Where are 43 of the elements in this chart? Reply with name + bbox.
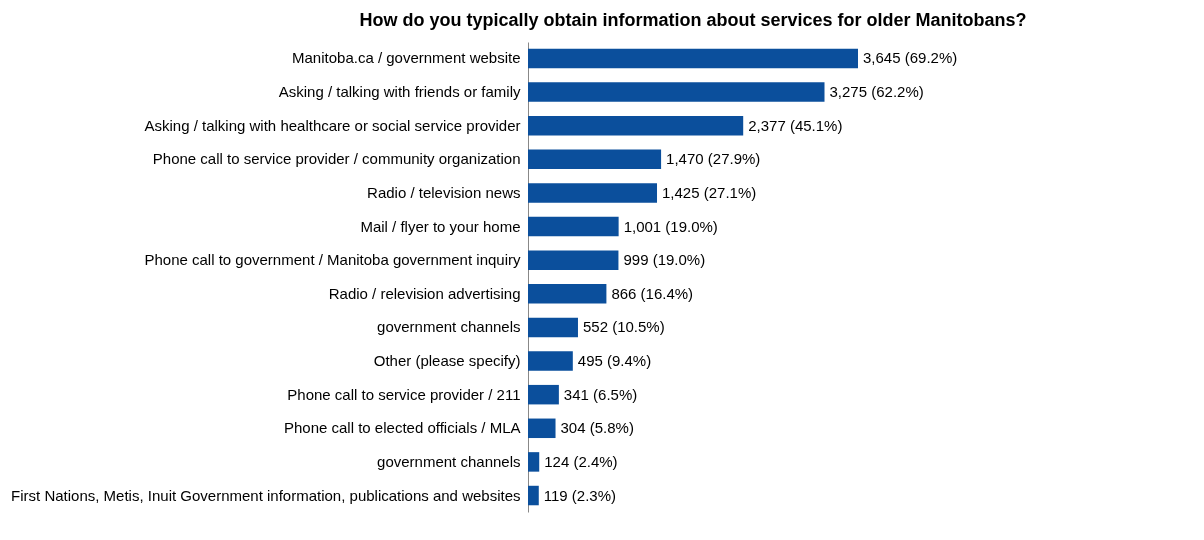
bar <box>528 418 556 439</box>
data-label: 341 (6.5%) <box>563 385 638 403</box>
data-label: 3,645 (69.2%) <box>863 49 958 67</box>
y-tick-label: Manitoba.ca / government website <box>292 49 521 67</box>
bar <box>528 115 744 136</box>
bar <box>528 183 658 203</box>
data-label: 304 (5.8%) <box>560 419 634 437</box>
bar <box>528 384 559 405</box>
y-tick-label: Radio / relevision advertising <box>328 284 521 302</box>
data-label: 2,377 (45.1%) <box>748 116 843 134</box>
y-tick-label: Asking / talking with healthcare or social service provider <box>144 116 521 134</box>
data-label: 866 (16.4%) <box>611 284 694 302</box>
y-tick-label: Mail / flyer to your home <box>360 217 521 235</box>
bar <box>528 485 539 506</box>
chart-title: How do you typically obtain information about services for older Manitobans? <box>359 10 1027 30</box>
data-label: 119 (2.3%) <box>543 486 617 504</box>
y-tick-label: Phone call to elected officials / MLA <box>283 419 521 437</box>
bar <box>528 317 578 338</box>
y-tick-label: Other (please specify) <box>373 352 521 370</box>
bar <box>528 284 607 304</box>
y-tick-label: Phone call to service provider / community organization <box>152 150 521 168</box>
bar <box>528 48 858 69</box>
data-label: 552 (10.5%) <box>582 318 665 336</box>
bar <box>528 149 662 170</box>
data-label: 1,470 (27.9%) <box>666 150 761 168</box>
bar <box>528 250 619 270</box>
bar <box>528 351 573 371</box>
data-label: 124 (2.4%) <box>544 452 618 470</box>
data-label: 495 (9.4%) <box>577 352 652 370</box>
data-label: 1,001 (19.0%) <box>623 217 718 235</box>
data-label: 1,425 (27.1%) <box>662 183 757 201</box>
data-label: 999 (19.0%) <box>623 251 706 269</box>
bar <box>528 452 540 472</box>
y-tick-label: Radio / television news <box>367 183 521 201</box>
y-tick-label: government channels <box>377 318 521 336</box>
bar <box>528 82 825 102</box>
y-tick-label: Phone call to government / Manitoba government inquiry <box>144 251 521 269</box>
y-tick-label: government channels <box>377 452 521 470</box>
bar <box>528 216 619 237</box>
y-tick-label: Asking / talking with friends or family <box>278 83 521 101</box>
y-tick-label: First Nations, Metis, Inuit Government information, publications and websites <box>11 486 521 504</box>
data-label: 3,275 (62.2%) <box>829 83 924 101</box>
y-tick-label: Phone call to service provider / 211 <box>287 385 521 403</box>
